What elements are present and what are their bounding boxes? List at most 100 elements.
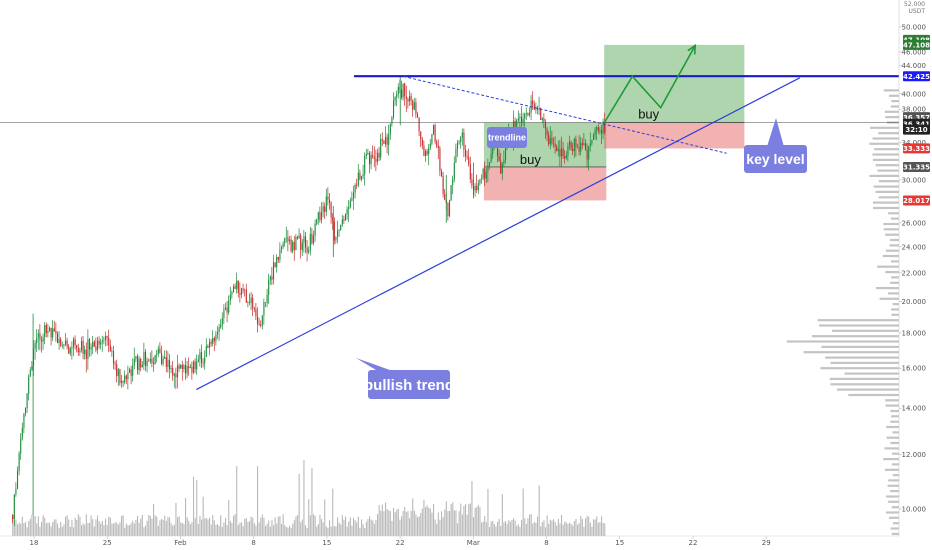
trendline-callout[interactable]: trendline [487,127,527,150]
volume-profile-bar [886,425,899,429]
volume-bar [178,516,180,536]
volume-bar [100,523,102,536]
volume-bar [132,520,134,536]
volume-profile-bar [844,372,899,375]
volume-bar [122,515,124,536]
volume-bar [369,516,371,536]
volume-bar [87,523,89,536]
dashed-trendline[interactable] [403,75,727,154]
volume-bar [597,522,599,536]
candle [119,369,121,384]
position-2-stop-zone[interactable] [604,122,745,149]
volume-bar [311,467,313,536]
volume-bar [338,522,340,536]
candle [383,140,385,144]
volume-bar [604,523,606,536]
candle [228,300,230,313]
volume-bar [441,511,443,536]
candle [95,346,97,351]
candle [264,302,267,303]
candle [247,302,249,303]
candle [532,100,534,105]
candle [504,146,507,160]
volume-profile-bar [893,522,899,525]
volume-bar [26,527,28,536]
volume-bar [452,502,454,536]
volume-bar [201,519,203,536]
projected-path[interactable] [603,45,696,124]
candle [20,438,22,454]
volume-bar [95,519,97,536]
volume-profile-bar [890,409,899,413]
volume-bar [68,519,70,536]
candle [288,239,291,242]
candle [360,176,363,180]
volume-bar [325,526,327,536]
candle [312,235,315,244]
volume-bar [434,519,436,536]
volume-bar [578,523,580,536]
candle [320,211,323,221]
candle [48,327,51,331]
position-1-stop-zone[interactable] [483,166,607,201]
price-tick-label: 12.000 [902,451,927,459]
volume-bar [428,507,430,536]
volume-bar [421,508,423,536]
volume-bar [119,522,121,536]
candle [207,346,209,348]
volume-bar [593,519,595,536]
candle [567,146,569,156]
time-tick-label: 25 [103,539,112,547]
volume-bar [41,522,43,536]
volume-bar [381,504,383,536]
volume-profile-bar [888,212,899,215]
volume-bar [388,510,390,536]
price-label-box [903,39,930,50]
volume-profile-bar [820,367,899,370]
volume-bar [346,526,348,536]
key-level-callout[interactable]: key level [744,118,807,173]
candle [303,236,305,243]
volume-bar [474,507,476,536]
candle [23,413,25,428]
candle [146,360,148,366]
volume-bar [465,503,467,536]
volume-bar [111,523,113,536]
volume-bar [236,466,238,536]
volume-bar [21,516,23,536]
candle [77,348,79,353]
candle [256,316,259,324]
candle [487,165,489,172]
volume-bar [393,508,395,536]
candle [276,257,278,267]
volume-bar [31,514,33,536]
candle [242,288,244,290]
volume-profile-bar [888,500,899,503]
price-tick-label: 26.000 [902,219,927,227]
volume-bar [319,514,321,536]
candle [157,348,159,355]
volume-profile-bar [883,458,899,461]
bullish-trend-callout[interactable]: bullish trend [356,358,454,399]
volume-bar [469,503,471,536]
candle [316,219,318,224]
volume-profile-bar [888,479,899,482]
volume-bar [449,510,451,536]
volume-bar [572,525,574,536]
candle [573,138,575,151]
candle [407,98,409,102]
candle [229,294,231,301]
candle [60,339,62,346]
volume-profile-bar [875,287,899,290]
candle [151,358,153,363]
candle [458,141,460,143]
bullish-trend-line[interactable] [195,77,801,391]
candle [271,276,273,280]
volume-profile-bar [889,94,899,97]
price-tick-label: 24.000 [902,243,927,251]
candle [461,132,463,138]
volume-profile-bar [891,532,899,535]
volume-bar [116,522,118,536]
